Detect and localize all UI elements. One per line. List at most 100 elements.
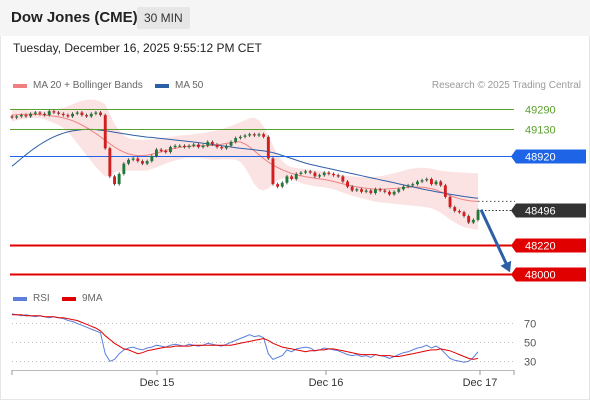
candle-body [24, 115, 28, 117]
rsi-tick-70: 70 [524, 319, 536, 331]
credit-text: Research © 2025 Trading Central [431, 80, 581, 91]
ma50-swatch-icon [155, 83, 169, 88]
candle-body [75, 112, 79, 114]
candle-body [369, 190, 373, 194]
candle-body [332, 173, 335, 176]
candle-body [169, 147, 172, 153]
last-price-tag [511, 203, 586, 218]
candle-body [318, 175, 321, 177]
candle-body [304, 171, 307, 173]
candle-body [383, 190, 387, 192]
candle-body [66, 115, 70, 117]
candle-body [430, 179, 433, 185]
candle-body [457, 211, 461, 213]
legend-ma20: MA 20 + Bollinger Bands [13, 80, 143, 91]
candle-body [308, 171, 312, 173]
level-label-48220: 48220 [525, 241, 556, 253]
candle-body [346, 181, 349, 187]
level-tag-48000 [511, 267, 586, 282]
candle-body [61, 113, 65, 116]
candle-body [43, 113, 47, 116]
timeframe-badge[interactable]: 30 MIN [137, 7, 190, 29]
legend-rsi: RSI [13, 293, 50, 304]
candle-body [206, 141, 210, 146]
candle-body [276, 184, 280, 187]
candle-body [234, 138, 238, 142]
level-label-48920: 48920 [525, 152, 556, 164]
candle-body [341, 176, 345, 182]
candle-body [271, 158, 275, 185]
candle-body [38, 112, 42, 114]
candle-body [192, 144, 196, 146]
candle-body [243, 135, 247, 137]
ma9-swatch-icon [62, 296, 76, 301]
legend-ma20-label: MA 20 + Bollinger Bands [33, 80, 143, 91]
candle-body [113, 176, 116, 185]
candle-body [19, 115, 23, 117]
ma20-swatch-icon [13, 83, 27, 88]
candle-body [355, 189, 359, 191]
candle-body [173, 145, 177, 148]
x-tick-label-2: Dec 17 [463, 377, 498, 389]
candle-body [159, 149, 163, 151]
instrument-title: Dow Jones (CME) [11, 9, 138, 26]
candle-body [29, 113, 33, 117]
candle-body [164, 150, 168, 153]
header-bar: Dow Jones (CME) 30 MIN [0, 0, 590, 36]
candle-body [350, 186, 354, 191]
candle-body [71, 113, 74, 117]
forecast-arrow-shaft [479, 209, 509, 266]
candle-body [443, 185, 447, 197]
legend-ma50-label: MA 50 [175, 80, 204, 91]
candle-body [425, 179, 429, 181]
timestamp: Tuesday, December 16, 2025 9:55:12 PM CE… [13, 41, 262, 55]
candle-body [280, 182, 284, 187]
candle-body [136, 158, 140, 162]
x-tick-label-0: Dec 15 [140, 377, 175, 389]
candle-body [220, 147, 224, 149]
forecast-arrow-head-icon [500, 260, 512, 273]
candle-body [439, 181, 443, 186]
candle-body [80, 112, 84, 116]
rsi-tick-30: 30 [524, 357, 536, 369]
candle-body [229, 141, 233, 146]
rsi-swatch-icon [13, 296, 27, 301]
candle-body [467, 216, 471, 223]
candle-body [360, 189, 363, 192]
candle-body [201, 145, 205, 148]
candle-body [257, 134, 261, 136]
candle-body [299, 172, 303, 174]
candle-body [262, 134, 266, 137]
candle-body [364, 190, 368, 192]
candle-body [15, 116, 19, 118]
candle-body [224, 145, 228, 149]
candle-body [52, 111, 56, 113]
rsi-tick-50: 50 [524, 338, 536, 350]
candle-body [420, 180, 424, 182]
candle-body [448, 196, 452, 208]
candle-body [150, 156, 154, 162]
legend-rsi-label: RSI [33, 293, 50, 304]
candle-body [374, 189, 377, 193]
candle-body [94, 112, 98, 114]
candle-body [462, 212, 466, 216]
candle-body [10, 116, 14, 118]
candle-body [388, 191, 391, 195]
level-label-49290: 49290 [525, 105, 556, 117]
candle-body [155, 149, 158, 156]
candle-body [183, 145, 186, 148]
x-tick-label-1: Dec 16 [309, 377, 344, 389]
candle-body [57, 112, 61, 114]
bollinger-band [12, 99, 478, 230]
candle-body [141, 161, 144, 164]
candle-body [285, 176, 289, 183]
legend-9ma: 9MA [62, 293, 103, 304]
candle-body [392, 191, 396, 195]
candle-body [402, 186, 405, 190]
candle-body [252, 134, 256, 136]
candle-body [453, 207, 457, 211]
candle-body [108, 148, 112, 177]
candle-body [178, 145, 182, 147]
candle-body [131, 158, 135, 160]
